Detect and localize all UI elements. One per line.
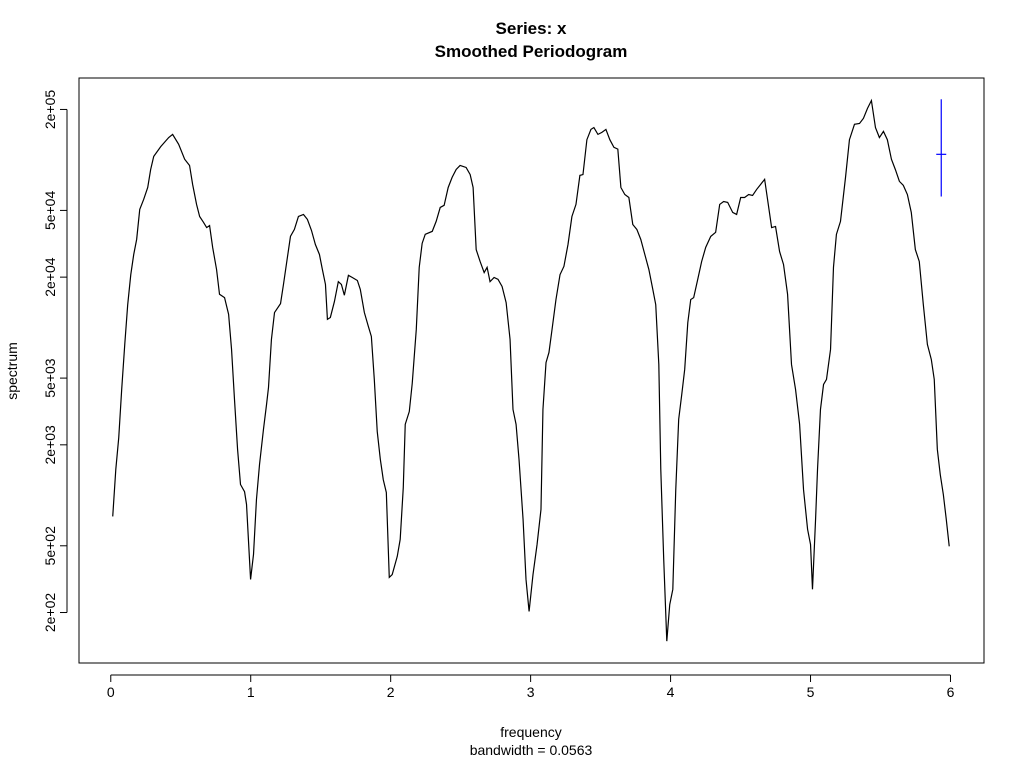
plot-frame (78, 77, 985, 664)
x-tick-label: 5 (807, 684, 815, 700)
x-tick-label: 2 (387, 684, 395, 700)
y-tick-label: 5e+02 (42, 526, 58, 566)
spectrum-line (112, 98, 950, 642)
y-tick-label: 5e+04 (42, 191, 58, 231)
x-tick-label: 4 (667, 684, 675, 700)
x-axis-label: frequency (500, 724, 561, 740)
y-axis-label: spectrum (4, 342, 20, 400)
chart-subtitle: Smoothed Periodogram (435, 42, 628, 61)
x-tick-label: 1 (247, 684, 255, 700)
x-axis-sublabel: bandwidth = 0.0563 (470, 742, 593, 758)
y-tick-label: 5e+03 (42, 358, 58, 398)
y-tick-label: 2e+02 (42, 593, 58, 633)
y-tick-label: 2e+03 (42, 425, 58, 465)
x-tick-label: 3 (527, 684, 535, 700)
y-tick-label: 2e+04 (42, 257, 58, 297)
x-tick-label: 6 (947, 684, 955, 700)
x-tick-label: 0 (107, 684, 115, 700)
chart-title: Series: x (496, 19, 567, 38)
y-tick-label: 2e+05 (42, 90, 58, 130)
